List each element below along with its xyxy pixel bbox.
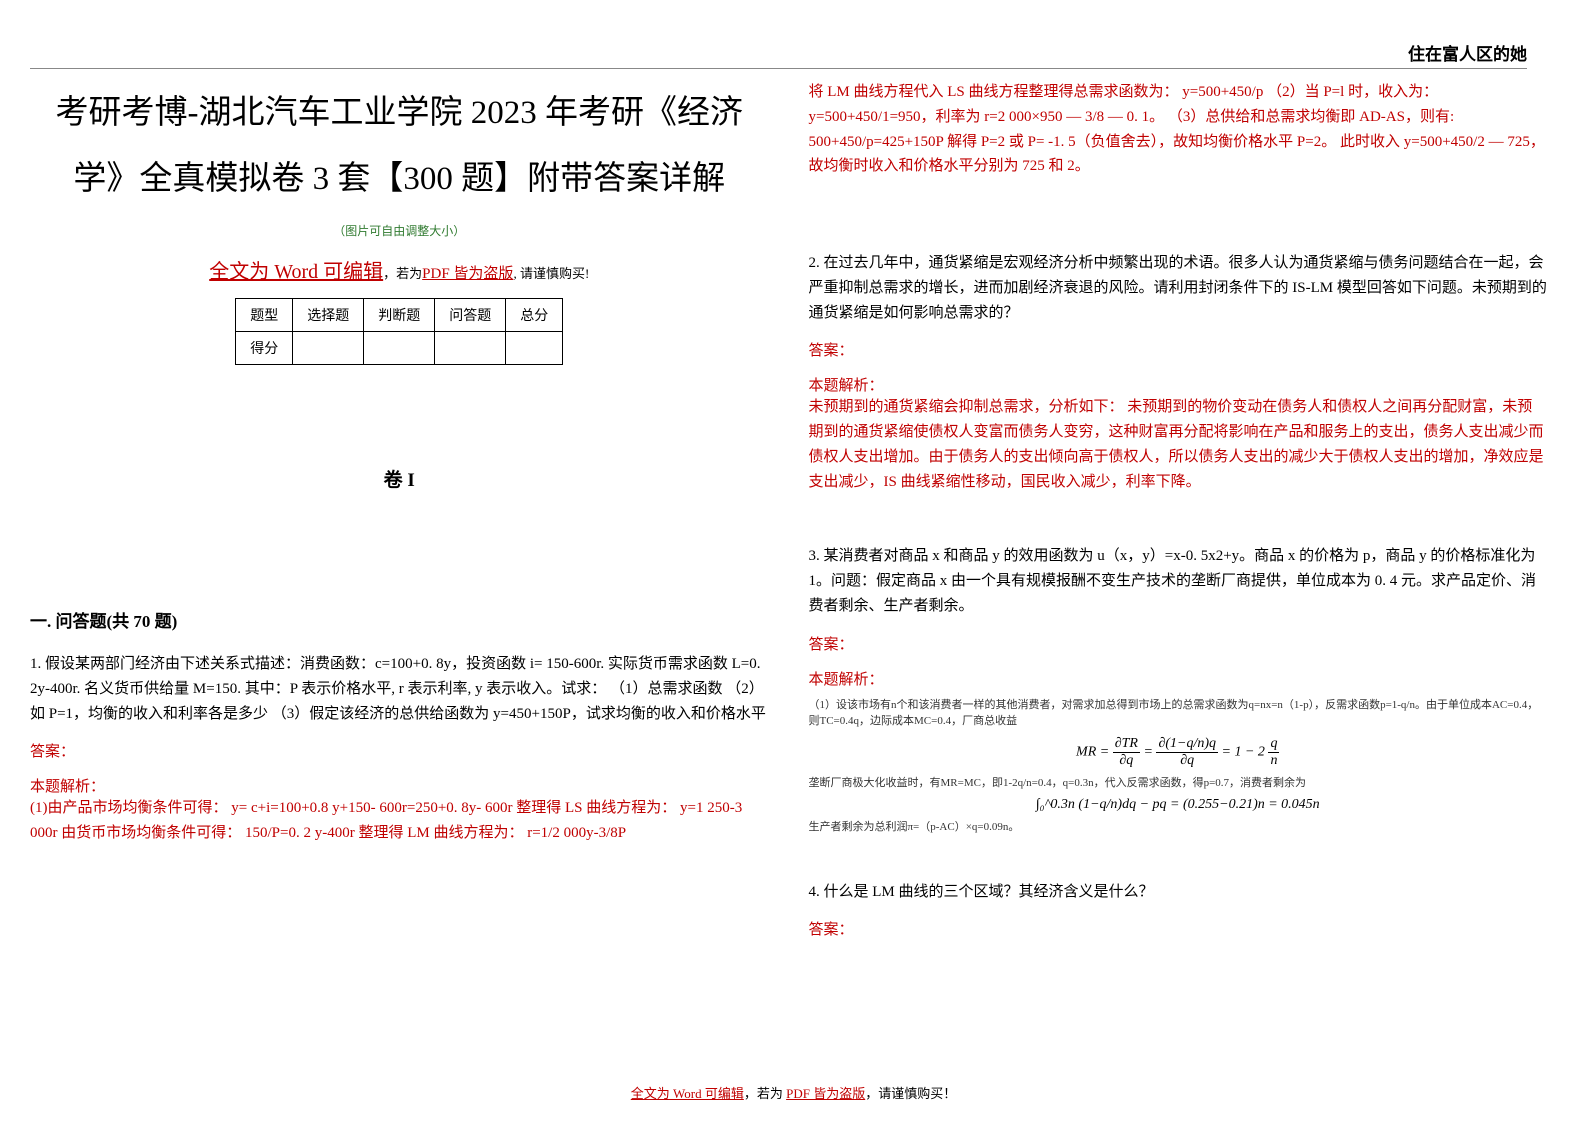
q4-text: 4. 什么是 LM 曲线的三个区域？其经济含义是什么？ [809, 880, 1548, 905]
q2-analysis-label: 本题解析： [809, 374, 1548, 395]
table-row: 得分 [236, 332, 563, 365]
score-table: 题型 选择题 判断题 问答题 总分 得分 [235, 298, 563, 365]
question-1: 1. 假设某两部门经济由下述关系式描述：消费函数：c=100+0. 8y，投资函… [30, 652, 769, 846]
q1-answer-label: 答案： [30, 740, 769, 761]
right-column: 将 LM 曲线方程代入 LS 曲线方程整理得总需求函数为： y=500+450/… [809, 80, 1548, 939]
word-suffix: , 请谨慎购买! [513, 266, 589, 281]
word-editable-line: 全文为 Word 可编辑，若为PDF 皆为盗版, 请谨慎购买! [30, 255, 769, 284]
q3-formula-1: MR = ∂TR ∂q = ∂(1−q/n)q ∂q = 1 − 2 q n [809, 736, 1548, 769]
q2-text: 2. 在过去几年中，通货紧缩是宏观经济分析中频繁出现的术语。很多人认为通货紧缩与… [809, 251, 1548, 325]
q3-analysis-label: 本题解析： [809, 668, 1548, 689]
frac-bot: n [1268, 753, 1279, 769]
volume-heading: 卷 I [30, 465, 769, 492]
page-container: 考研考博-湖北汽车工业学院 2023 年考研《经济 学》全真模拟卷 3 套【30… [0, 0, 1587, 979]
td-empty [506, 332, 563, 365]
q3-math-line1: （1）设该市场有n个和该消费者一样的其他消费者，对需求加总得到市场上的总需求函数… [809, 697, 1548, 730]
header-top-right: 住在富人区的她 [1408, 40, 1527, 65]
q3-formula-2: ∫₀^0.3n (1−q/n)dq − pq = (0.255−0.21)n =… [809, 797, 1548, 813]
eq: = [1143, 744, 1156, 759]
footer-sep: ，若为 [744, 1086, 786, 1101]
q3-answer-label: 答案： [809, 633, 1548, 654]
question-4: 4. 什么是 LM 曲线的三个区域？其经济含义是什么？ 答案： [809, 880, 1548, 940]
frac-bot: ∂q [1113, 753, 1140, 769]
q4-answer-label: 答案： [809, 918, 1548, 939]
th-judge: 判断题 [364, 299, 435, 332]
th-type: 题型 [236, 299, 293, 332]
q1-analysis-cont: 将 LM 曲线方程代入 LS 曲线方程整理得总需求函数为： y=500+450/… [809, 80, 1548, 179]
footer-word: 全文为 Word 可编辑 [631, 1086, 744, 1101]
mr-label: MR = [1076, 744, 1113, 759]
word-editable-text: 全文为 Word 可编辑 [209, 261, 383, 283]
frac-top: ∂TR [1113, 736, 1140, 753]
q2-answer-label: 答案： [809, 339, 1548, 360]
q1-text: 1. 假设某两部门经济由下述关系式描述：消费函数：c=100+0. 8y，投资函… [30, 652, 769, 726]
table-row: 题型 选择题 判断题 问答题 总分 [236, 299, 563, 332]
th-choice: 选择题 [293, 299, 364, 332]
td-score-label: 得分 [236, 332, 293, 365]
q1-analysis-body: (1)由产品市场均衡条件可得： y= c+i=100+0.8 y+150- 60… [30, 796, 769, 846]
question-3: 3. 某消费者对商品 x 和商品 y 的效用函数为 u（x，y）=x-0. 5x… [809, 544, 1548, 835]
tail: = 1 − 2 [1222, 744, 1265, 759]
footer-tail: ，请谨慎购买！ [865, 1086, 956, 1101]
word-sep: ，若为 [383, 266, 422, 281]
question-2: 2. 在过去几年中，通货紧缩是宏观经济分析中频繁出现的术语。很多人认为通货紧缩与… [809, 251, 1548, 494]
header-divider [30, 68, 1527, 69]
td-empty [293, 332, 364, 365]
q2-analysis-body: 未预期到的通货紧缩会抑制总需求，分析如下： 未预期到的物价变动在债务人和债权人之… [809, 395, 1548, 494]
footer-pdf: PDF 皆为盗版 [786, 1086, 865, 1101]
left-column: 考研考博-湖北汽车工业学院 2023 年考研《经济 学》全真模拟卷 3 套【30… [30, 80, 769, 939]
th-qa: 问答题 [435, 299, 506, 332]
resize-note: （图片可自由调整大小） [30, 222, 769, 239]
frac-top: q [1268, 736, 1279, 753]
td-empty [364, 332, 435, 365]
th-total: 总分 [506, 299, 563, 332]
frac-top: ∂(1−q/n)q [1156, 736, 1218, 753]
doc-title: 考研考博-湖北汽车工业学院 2023 年考研《经济 学》全真模拟卷 3 套【30… [30, 80, 769, 212]
pdf-pirate-text: PDF 皆为盗版 [422, 266, 513, 282]
title-line-1: 考研考博-湖北汽车工业学院 2023 年考研《经济 [56, 95, 744, 131]
page-footer: 全文为 Word 可编辑，若为 PDF 皆为盗版，请谨慎购买！ [0, 1083, 1587, 1102]
frac-bot: ∂q [1156, 753, 1218, 769]
q3-math-block: （1）设该市场有n个和该消费者一样的其他消费者，对需求加总得到市场上的总需求函数… [809, 697, 1548, 836]
q3-math-line2: 垄断厂商极大化收益时，有MR=MC，即1-2q/n=0.4，q=0.3n，代入反… [809, 775, 1548, 792]
q3-text: 3. 某消费者对商品 x 和商品 y 的效用函数为 u（x，y）=x-0. 5x… [809, 544, 1548, 618]
title-line-2: 学》全真模拟卷 3 套【300 题】附带答案详解 [73, 161, 725, 197]
q3-math-line3: 生产者剩余为总利润π=（p-AC）×q=0.09n。 [809, 819, 1548, 836]
section-heading: 一. 问答题(共 70 题) [30, 607, 769, 632]
q1-analysis-label: 本题解析： [30, 775, 769, 796]
td-empty [435, 332, 506, 365]
